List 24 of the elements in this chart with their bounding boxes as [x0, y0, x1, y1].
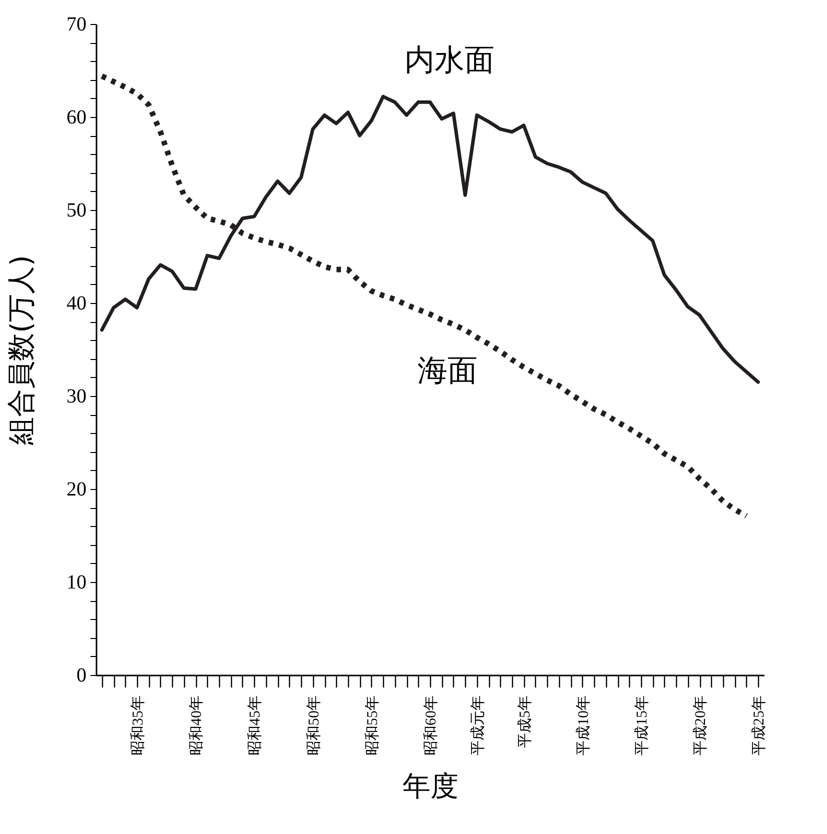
y-tick-label: 60 — [66, 106, 86, 128]
x-tick-label: 平成20年 — [692, 696, 710, 756]
y-tick-label: 0 — [76, 664, 86, 686]
series-label: 内水面 — [404, 42, 495, 78]
y-tick-label: 10 — [66, 572, 86, 594]
x-tick-label: 平成5年 — [516, 696, 534, 748]
x-tick-label: 平成元年 — [469, 696, 486, 756]
y-tick-label: 40 — [66, 292, 86, 314]
y-tick-label: 70 — [66, 14, 86, 36]
x-tick-label: 昭和35年 — [130, 696, 147, 756]
x-tick-label: 昭和50年 — [305, 696, 322, 756]
x-tick-label: 昭和45年 — [246, 696, 264, 756]
series-label: 海面 — [418, 354, 478, 389]
x-tick-label: 昭和55年 — [364, 696, 381, 756]
x-axis-title: 年度 — [402, 770, 458, 802]
y-tick-label: 30 — [66, 386, 86, 408]
x-tick-label: 平成10年 — [574, 696, 592, 756]
y-tick-label: 20 — [66, 478, 86, 500]
x-tick-label: 昭和40年 — [188, 696, 206, 756]
x-tick-label: 平成25年 — [750, 696, 768, 756]
y-axis-title: 組合員数(万人) — [4, 255, 38, 446]
y-tick-label: 50 — [66, 200, 86, 222]
x-tick-label: 平成15年 — [633, 696, 650, 756]
x-tick-label: 昭和60年 — [422, 696, 440, 756]
